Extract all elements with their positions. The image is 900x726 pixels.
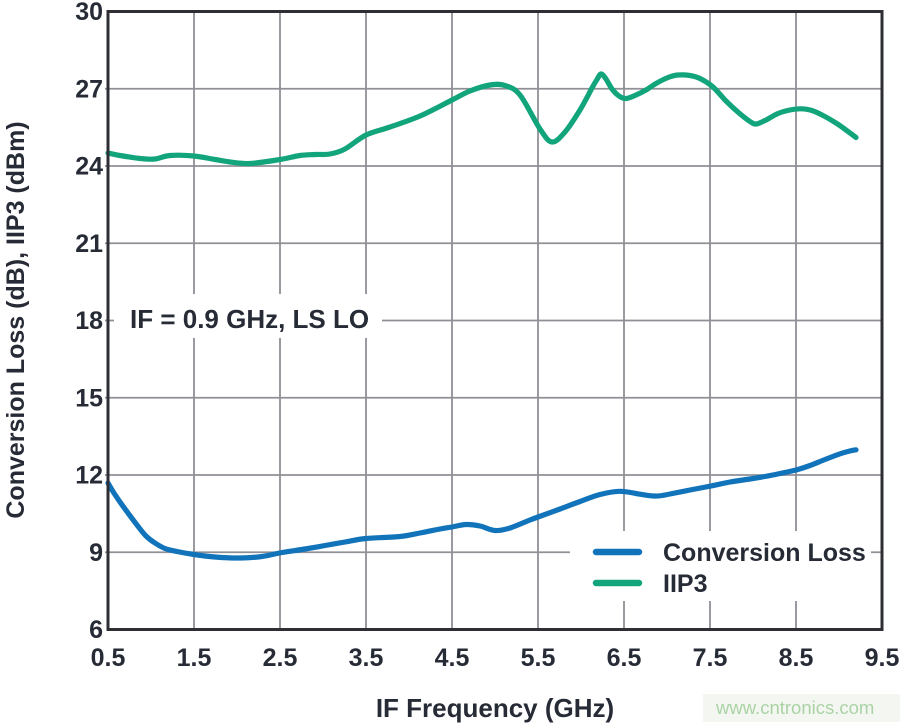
svg-text:3.5: 3.5 (349, 644, 384, 672)
svg-text:18: 18 (75, 307, 103, 335)
svg-text:IF Frequency (GHz): IF Frequency (GHz) (376, 693, 614, 723)
svg-text:2.5: 2.5 (263, 644, 298, 672)
svg-text:15: 15 (75, 384, 103, 412)
svg-text:8.5: 8.5 (779, 644, 814, 672)
svg-text:IF = 0.9 GHz, LS LO: IF = 0.9 GHz, LS LO (130, 304, 369, 334)
svg-text:4.5: 4.5 (435, 644, 470, 672)
svg-text:24: 24 (75, 153, 103, 181)
svg-text:5.5: 5.5 (521, 644, 556, 672)
svg-text:Conversion Loss: Conversion Loss (663, 539, 866, 567)
svg-text:30: 30 (75, 0, 103, 26)
svg-text:21: 21 (75, 230, 103, 258)
svg-text:6.5: 6.5 (607, 644, 642, 672)
svg-text:IIP3: IIP3 (663, 570, 707, 598)
svg-text:1.5: 1.5 (177, 644, 212, 672)
svg-text:7.5: 7.5 (693, 644, 728, 672)
svg-text:www.cntronics.com: www.cntronics.com (715, 697, 874, 718)
svg-text:9.5: 9.5 (865, 644, 900, 672)
svg-text:9: 9 (89, 539, 103, 567)
svg-text:12: 12 (75, 462, 103, 490)
svg-text:6: 6 (89, 616, 103, 644)
svg-text:0.5: 0.5 (91, 644, 126, 672)
svg-text:Conversion Loss (dB), IIP3 (dB: Conversion Loss (dB), IIP3 (dBm) (2, 121, 30, 518)
svg-text:27: 27 (75, 75, 103, 103)
